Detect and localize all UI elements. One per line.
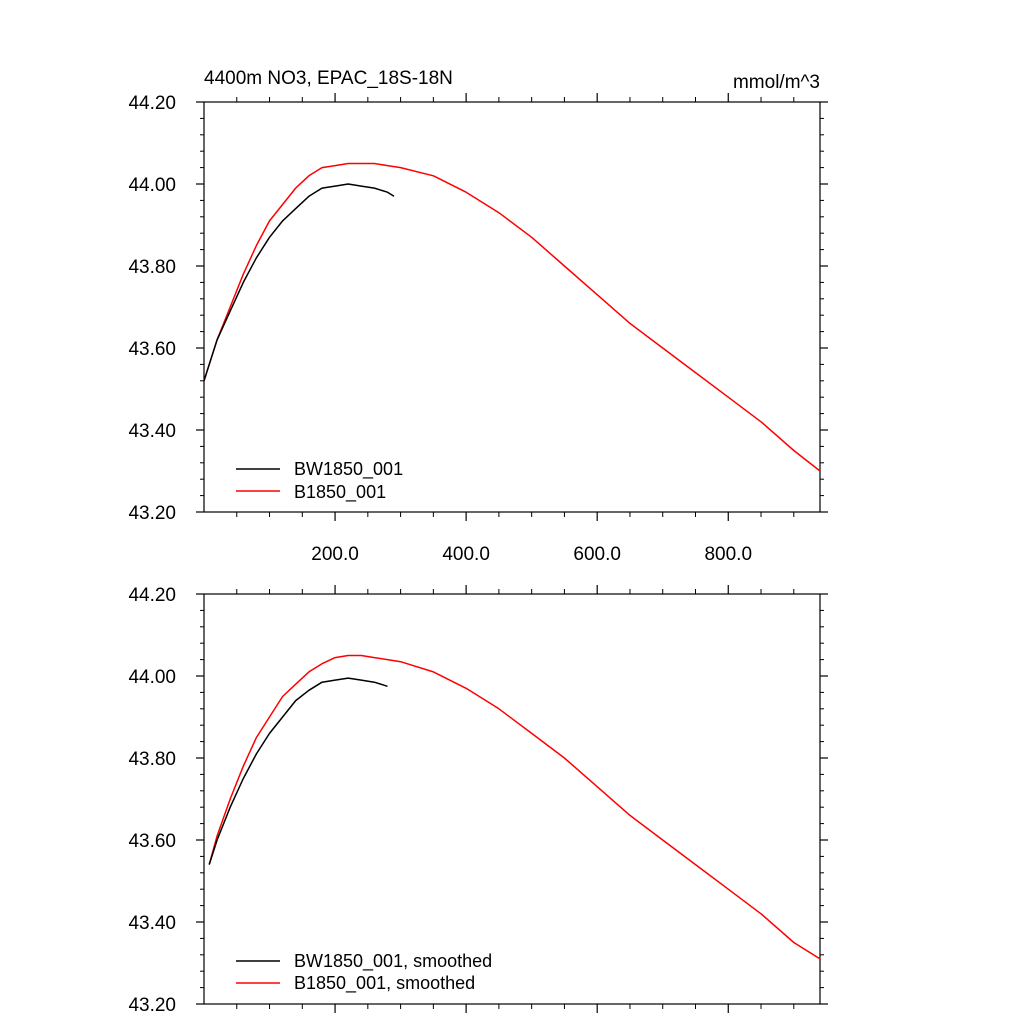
- legend-label-b1850-smoothed: B1850_001, smoothed: [294, 973, 475, 994]
- y-tick-label: 44.00: [128, 175, 176, 196]
- top-axes: 43.20 43.40 43.60 43.80 44.00 44.20 200.0 400.0…: [128, 93, 828, 565]
- x-tick-label: 600.0: [573, 544, 621, 565]
- plot-frame: [203, 593, 821, 1005]
- x-tick-label: 800.0: [704, 544, 752, 565]
- y-tick-label: 43.20: [128, 503, 176, 524]
- y-tick-label: 43.40: [128, 421, 176, 442]
- bottom-axes: 43.20 43.40 43.60 43.80 44.00 44.20: [128, 585, 828, 1016]
- legend-label-b1850: B1850_001: [294, 482, 386, 503]
- y-tick-label: 44.00: [128, 667, 176, 688]
- top-legend: BW1850_001 B1850_001: [236, 459, 403, 503]
- series-line-bw1850-001: [203, 183, 395, 382]
- units-label: mmol/m^3: [733, 72, 820, 93]
- series-line-b1850-001: [203, 162, 821, 472]
- y-tick-label: 44.20: [128, 585, 176, 606]
- plot-frame: [203, 101, 821, 513]
- y-tick-label: 43.40: [128, 913, 176, 934]
- legend-label-bw1850-smoothed: BW1850_001, smoothed: [294, 951, 492, 972]
- series-line-b1850-001-smoothed: [208, 654, 821, 960]
- series-line-bw1850-001-smoothed: [208, 677, 388, 865]
- chart-title: 4400m NO3, EPAC_18S-18N: [204, 68, 453, 89]
- x-tick-label: 200.0: [311, 544, 359, 565]
- legend-label-bw1850: BW1850_001: [294, 459, 403, 480]
- y-tick-label: 43.80: [128, 257, 176, 278]
- y-tick-label: 43.60: [128, 339, 176, 360]
- bottom-panel: 43.20 43.40 43.60 43.80 44.00 44.20 BW1850_00…: [128, 585, 828, 1016]
- bottom-legend: BW1850_001, smoothed B1850_001, smoothed: [236, 951, 492, 994]
- y-tick-label: 44.20: [128, 93, 176, 114]
- bottom-series-lines: [208, 654, 821, 960]
- top-panel: 4400m NO3, EPAC_18S-18N mmol/m^3 43.2043…: [128, 68, 828, 565]
- y-tick-label: 43.80: [128, 749, 176, 770]
- x-tick-label: 400.0: [442, 544, 490, 565]
- y-tick-label: 43.20: [128, 995, 176, 1016]
- top-series-lines: [203, 162, 821, 472]
- y-tick-label: 43.60: [128, 831, 176, 852]
